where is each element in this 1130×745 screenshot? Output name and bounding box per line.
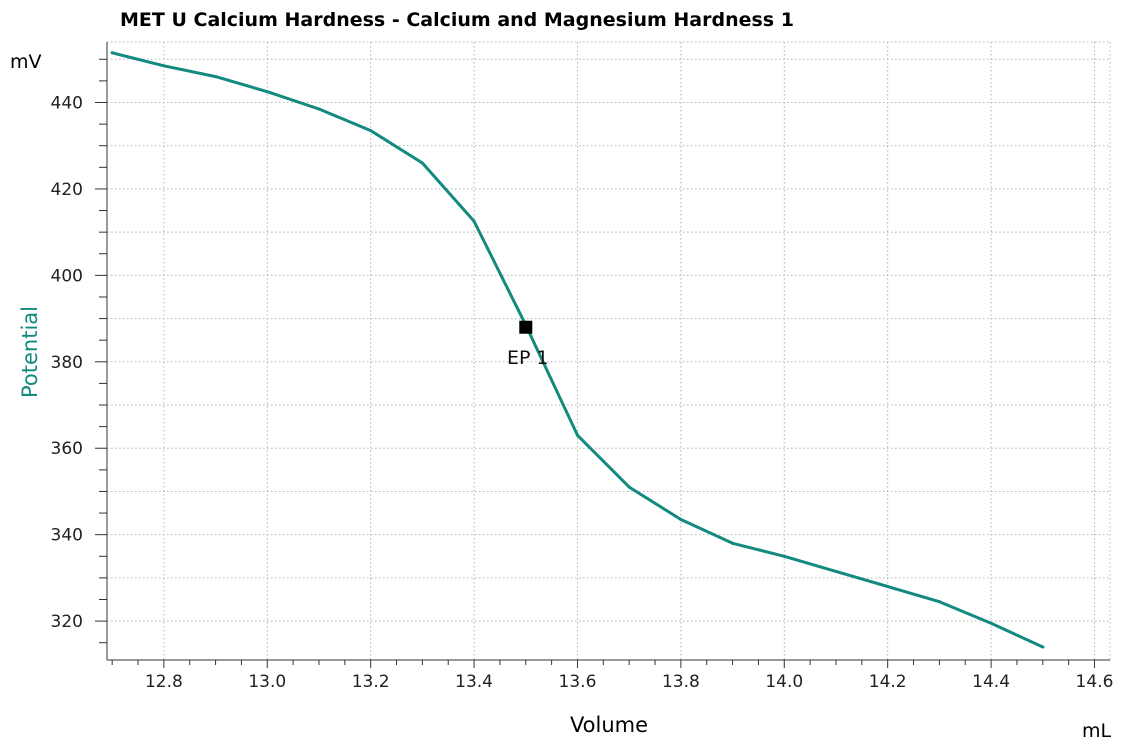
axis-ticks: 320 340 360 380 400 420 440 12.8 13.0 13.2 13.4 13.… bbox=[51, 58, 1114, 692]
data-point bbox=[472, 219, 476, 223]
x-tick-label: 14.2 bbox=[869, 672, 907, 692]
endpoint-label: EP 1 bbox=[507, 347, 549, 369]
x-tick-label: 13.0 bbox=[248, 672, 286, 692]
y-tick-label: 400 bbox=[51, 266, 83, 286]
x-unit-label: mL bbox=[1082, 720, 1112, 740]
y-tick-label: 440 bbox=[51, 94, 83, 114]
x-tick-label: 14.6 bbox=[1076, 672, 1114, 692]
data-point bbox=[575, 433, 579, 437]
data-point bbox=[731, 541, 735, 545]
x-tick-label: 14.4 bbox=[972, 672, 1010, 692]
data-point bbox=[110, 51, 114, 55]
data-point bbox=[1041, 645, 1045, 649]
x-tick-label: 13.6 bbox=[559, 672, 597, 692]
data-point bbox=[265, 90, 269, 94]
potential-series-line bbox=[110, 51, 1045, 649]
x-tick-label: 13.8 bbox=[662, 672, 700, 692]
x-tick-label: 14.0 bbox=[765, 672, 803, 692]
y-axis-label: Potential bbox=[18, 306, 42, 398]
x-tick-label: 12.8 bbox=[145, 672, 183, 692]
data-point bbox=[369, 129, 373, 133]
endpoint-marker bbox=[519, 320, 533, 334]
x-axis-label: Volume bbox=[570, 713, 648, 737]
data-point bbox=[627, 485, 631, 489]
data-point bbox=[679, 518, 683, 522]
x-tick-label: 13.2 bbox=[352, 672, 390, 692]
chart-title: MET U Calcium Hardness - Calcium and Mag… bbox=[120, 9, 794, 31]
data-point bbox=[989, 621, 993, 625]
grid-lines bbox=[107, 41, 1111, 660]
data-point bbox=[162, 64, 166, 68]
series-layer bbox=[110, 51, 1045, 649]
y-tick-label: 320 bbox=[51, 612, 83, 632]
y-tick-label: 360 bbox=[51, 439, 83, 459]
data-point bbox=[886, 585, 890, 589]
y-tick-label: 340 bbox=[51, 526, 83, 546]
data-point bbox=[782, 554, 786, 558]
y-unit-label: mV bbox=[10, 51, 42, 73]
data-point bbox=[317, 107, 321, 111]
annotation-layer: EP 1 bbox=[507, 320, 549, 369]
data-point bbox=[937, 600, 941, 604]
axes bbox=[106, 42, 1110, 661]
x-tick-label: 13.4 bbox=[455, 672, 493, 692]
data-point bbox=[214, 75, 218, 79]
y-tick-label: 380 bbox=[51, 353, 83, 373]
data-point bbox=[420, 161, 424, 165]
data-point bbox=[834, 569, 838, 573]
y-tick-label: 420 bbox=[51, 180, 83, 200]
